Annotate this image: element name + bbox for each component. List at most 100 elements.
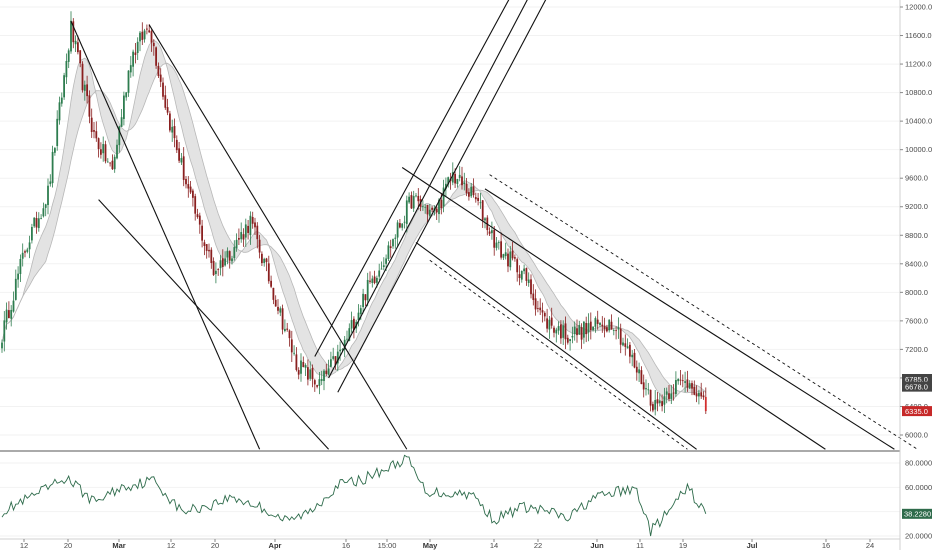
dashed-channel-line[interactable] xyxy=(489,174,918,450)
y-tick-label: 8400.0 xyxy=(905,259,928,268)
candle-body xyxy=(256,225,259,240)
candle-body xyxy=(580,327,583,340)
candle-body xyxy=(479,202,482,204)
indicator-pane[interactable] xyxy=(0,454,900,537)
candle-body xyxy=(318,379,321,386)
candle-body xyxy=(83,84,86,91)
candle-body xyxy=(399,223,401,228)
candle-body xyxy=(26,249,29,252)
indicator-y-tick-label: 60.0000 xyxy=(905,483,932,492)
candle-body xyxy=(242,234,245,240)
candle-body xyxy=(148,30,151,33)
candle-body xyxy=(334,356,337,366)
candle-body xyxy=(51,151,54,184)
candle-body xyxy=(47,185,49,206)
price-tag-label: 6335.0 xyxy=(905,407,928,416)
candle-body xyxy=(424,206,427,208)
candle-body xyxy=(461,176,463,186)
candle-body xyxy=(233,247,236,258)
candle-body xyxy=(295,354,298,370)
trend-line[interactable] xyxy=(415,241,697,450)
candle-body xyxy=(127,70,130,93)
trend-line[interactable] xyxy=(401,167,826,450)
y-tick-label: 9200.0 xyxy=(905,202,928,211)
candle-body xyxy=(313,380,316,385)
candle-body xyxy=(33,217,36,227)
candle-body xyxy=(704,396,707,412)
price-pane[interactable] xyxy=(0,0,918,450)
candle-body xyxy=(525,268,528,281)
candle-body xyxy=(194,196,197,214)
candle-body xyxy=(10,309,13,319)
candle-body xyxy=(1,342,3,349)
candle-body xyxy=(592,326,594,331)
candle-body xyxy=(550,317,553,326)
candle-body xyxy=(120,117,123,127)
x-tick-label: Jun xyxy=(590,541,604,550)
candle-body xyxy=(215,270,217,275)
candle-body xyxy=(297,370,300,375)
candle-body xyxy=(346,338,348,340)
candle-body xyxy=(509,251,512,268)
y-tick-label: 7200.0 xyxy=(905,345,928,354)
candle-body xyxy=(325,370,328,374)
candle-body xyxy=(686,379,689,388)
candle-body xyxy=(350,320,353,329)
candle-body xyxy=(477,197,479,201)
candle-body xyxy=(173,126,176,139)
trend-line[interactable] xyxy=(98,199,330,450)
candle-body xyxy=(24,251,26,253)
candle-body xyxy=(21,252,24,259)
candle-body xyxy=(677,378,680,382)
candle-body xyxy=(562,325,565,338)
trend-line[interactable] xyxy=(484,188,895,450)
candle-body xyxy=(17,273,19,280)
candle-body xyxy=(279,308,282,313)
candle-body xyxy=(553,327,555,333)
candle-body xyxy=(387,245,390,260)
y-tick-label: 9600.0 xyxy=(905,174,928,183)
y-tick-label: 10800.0 xyxy=(905,88,932,97)
candle-body xyxy=(405,200,408,224)
candle-body xyxy=(150,31,153,43)
x-tick-label: 20 xyxy=(211,541,219,550)
trend-line[interactable] xyxy=(337,0,550,393)
y-tick-label: 10000.0 xyxy=(905,145,932,154)
candle-body xyxy=(157,65,160,76)
candle-body xyxy=(111,160,114,170)
candle-body xyxy=(601,324,604,327)
candle-body xyxy=(155,47,157,66)
oscillator-line xyxy=(1,454,707,537)
candle-body xyxy=(19,258,22,275)
candle-body xyxy=(219,260,222,269)
candle-body xyxy=(42,208,45,217)
candle-body xyxy=(470,186,473,197)
candle-body xyxy=(258,239,261,253)
x-tick-label: 12 xyxy=(167,541,175,550)
candle-body xyxy=(695,393,698,397)
candle-body xyxy=(373,276,376,283)
candle-body xyxy=(72,21,75,43)
candle-body xyxy=(378,270,381,277)
trend-line[interactable] xyxy=(148,24,408,450)
candle-body xyxy=(445,183,447,189)
candle-body xyxy=(113,156,116,170)
candle-body xyxy=(543,312,546,317)
candle-body xyxy=(670,393,673,399)
candle-body xyxy=(86,84,88,97)
trend-line[interactable] xyxy=(70,21,261,450)
candle-body xyxy=(293,352,295,354)
candle-body xyxy=(654,399,657,410)
candle-body xyxy=(327,368,330,375)
candle-body xyxy=(440,199,443,208)
candle-body xyxy=(488,231,491,234)
candle-body xyxy=(205,244,208,251)
candle-body xyxy=(638,369,640,374)
candle-body xyxy=(465,183,468,194)
candle-body xyxy=(511,250,514,259)
candle-body xyxy=(152,42,155,47)
candle-body xyxy=(139,32,141,42)
candle-body xyxy=(3,320,6,342)
dashed-channel-line[interactable] xyxy=(429,259,688,450)
